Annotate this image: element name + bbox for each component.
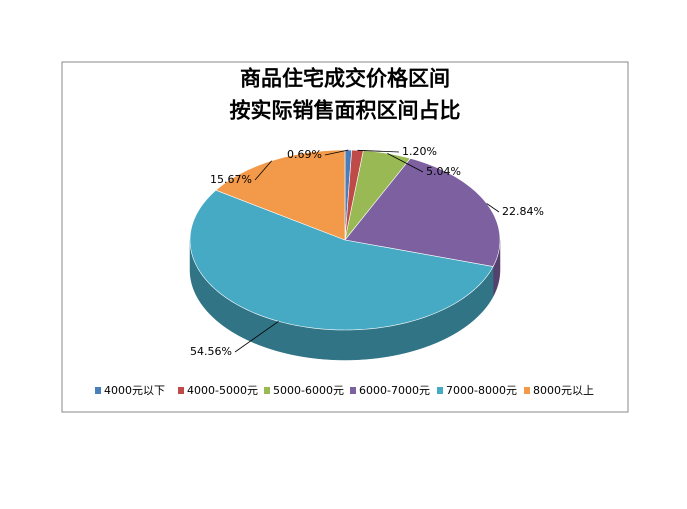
legend-label: 6000-7000元 — [359, 384, 430, 397]
legend-label: 5000-6000元 — [273, 384, 344, 397]
legend-label: 4000元以下 — [104, 384, 165, 397]
legend-swatch — [264, 387, 270, 394]
legend-swatch — [178, 387, 184, 394]
pie-slice — [215, 149, 346, 241]
chart-title: 商品住宅成交价格区间 — [240, 66, 450, 91]
data-label: 0.69% — [287, 148, 322, 161]
legend-label: 7000-8000元 — [446, 384, 517, 397]
data-label: 5.04% — [426, 165, 461, 178]
legend-label: 4000-5000元 — [187, 384, 258, 397]
leader-line — [387, 153, 424, 173]
data-label: 15.67% — [210, 173, 252, 186]
chart-title: 按实际销售面积区间占比 — [230, 98, 461, 123]
legend-swatch — [350, 387, 356, 394]
leader-line — [234, 320, 279, 353]
leader-line — [324, 149, 349, 156]
pie-slice — [344, 158, 501, 267]
leader-line — [486, 203, 500, 213]
data-label: 22.84% — [502, 205, 544, 218]
legend-swatch — [95, 387, 101, 394]
leader-line — [357, 149, 400, 153]
legend-swatch — [524, 387, 530, 394]
leader-line — [254, 160, 273, 181]
legend-label: 8000元以上 — [533, 384, 594, 397]
data-label: 54.56% — [190, 345, 232, 358]
data-label: 1.20% — [402, 145, 437, 158]
legend-swatch — [437, 387, 443, 394]
